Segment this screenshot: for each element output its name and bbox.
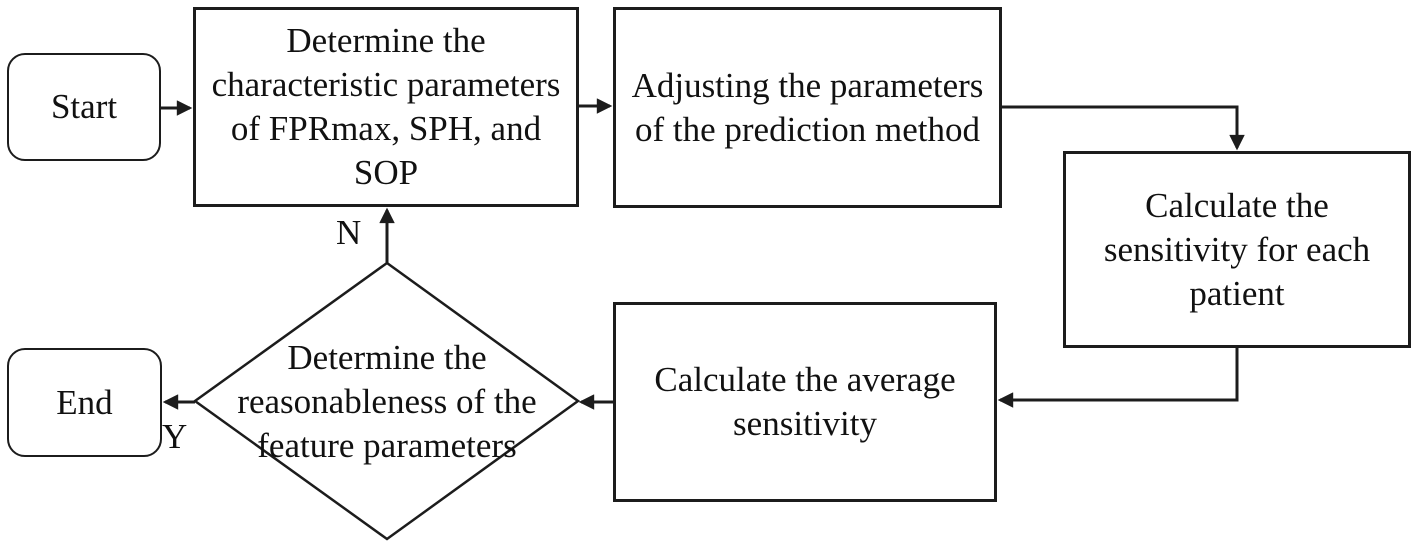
edge-adjust-to-sensitivity [1002,105,1245,151]
process-calculate-average-sensitivity: Calculate the average sensitivity [613,302,997,502]
edge-label-no: N [336,213,362,252]
decision-diamond-shape [192,261,581,541]
end-node: End [7,348,162,457]
start-node: Start [7,53,161,161]
process-calculate-sensitivity-per-patient: Calculate the sensitivity for each patie… [1063,151,1411,348]
process-determine-characteristic-parameters: Determine the characteristic parameters … [193,7,579,207]
edge-sensitivity-to-average [997,348,1239,408]
process-adjust-prediction-parameters: Adjusting the parameters of the predicti… [613,7,1002,208]
decision-reasonableness-label: Determine the reasonableness of the feat… [237,338,537,465]
edge-label-yes: Y [162,417,188,456]
